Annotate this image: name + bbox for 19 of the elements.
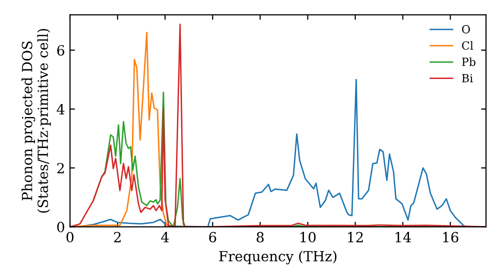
x-tick-label: 12 [348, 232, 363, 242]
y-axis-title: Phonon projected DOS (States/THz·primitive cell) [22, 28, 51, 213]
legend-label: Pb [462, 57, 476, 66]
legend-label: O [462, 25, 470, 34]
y-tick-label: 2 [57, 162, 64, 174]
x-tick-label: 8 [256, 232, 264, 242]
x-axis-title: Frequency (THz) [219, 250, 336, 264]
y-tick-label: 6 [57, 45, 64, 56]
x-tick-label: 10 [300, 232, 316, 242]
legend-label: Bi [462, 74, 473, 82]
legend-label: Cl [462, 41, 474, 50]
x-tick-label: 14 [396, 232, 411, 242]
x-tick-label: 2 [114, 232, 121, 242]
x-tick-label: 16 [443, 232, 458, 242]
y-tick-label: 4 [56, 104, 64, 114]
x-tick-label: 6 [209, 232, 216, 242]
x-tick-label: 0 [66, 232, 74, 242]
y-tick-label: 0 [57, 222, 64, 232]
x-tick-label: 4 [161, 232, 169, 242]
